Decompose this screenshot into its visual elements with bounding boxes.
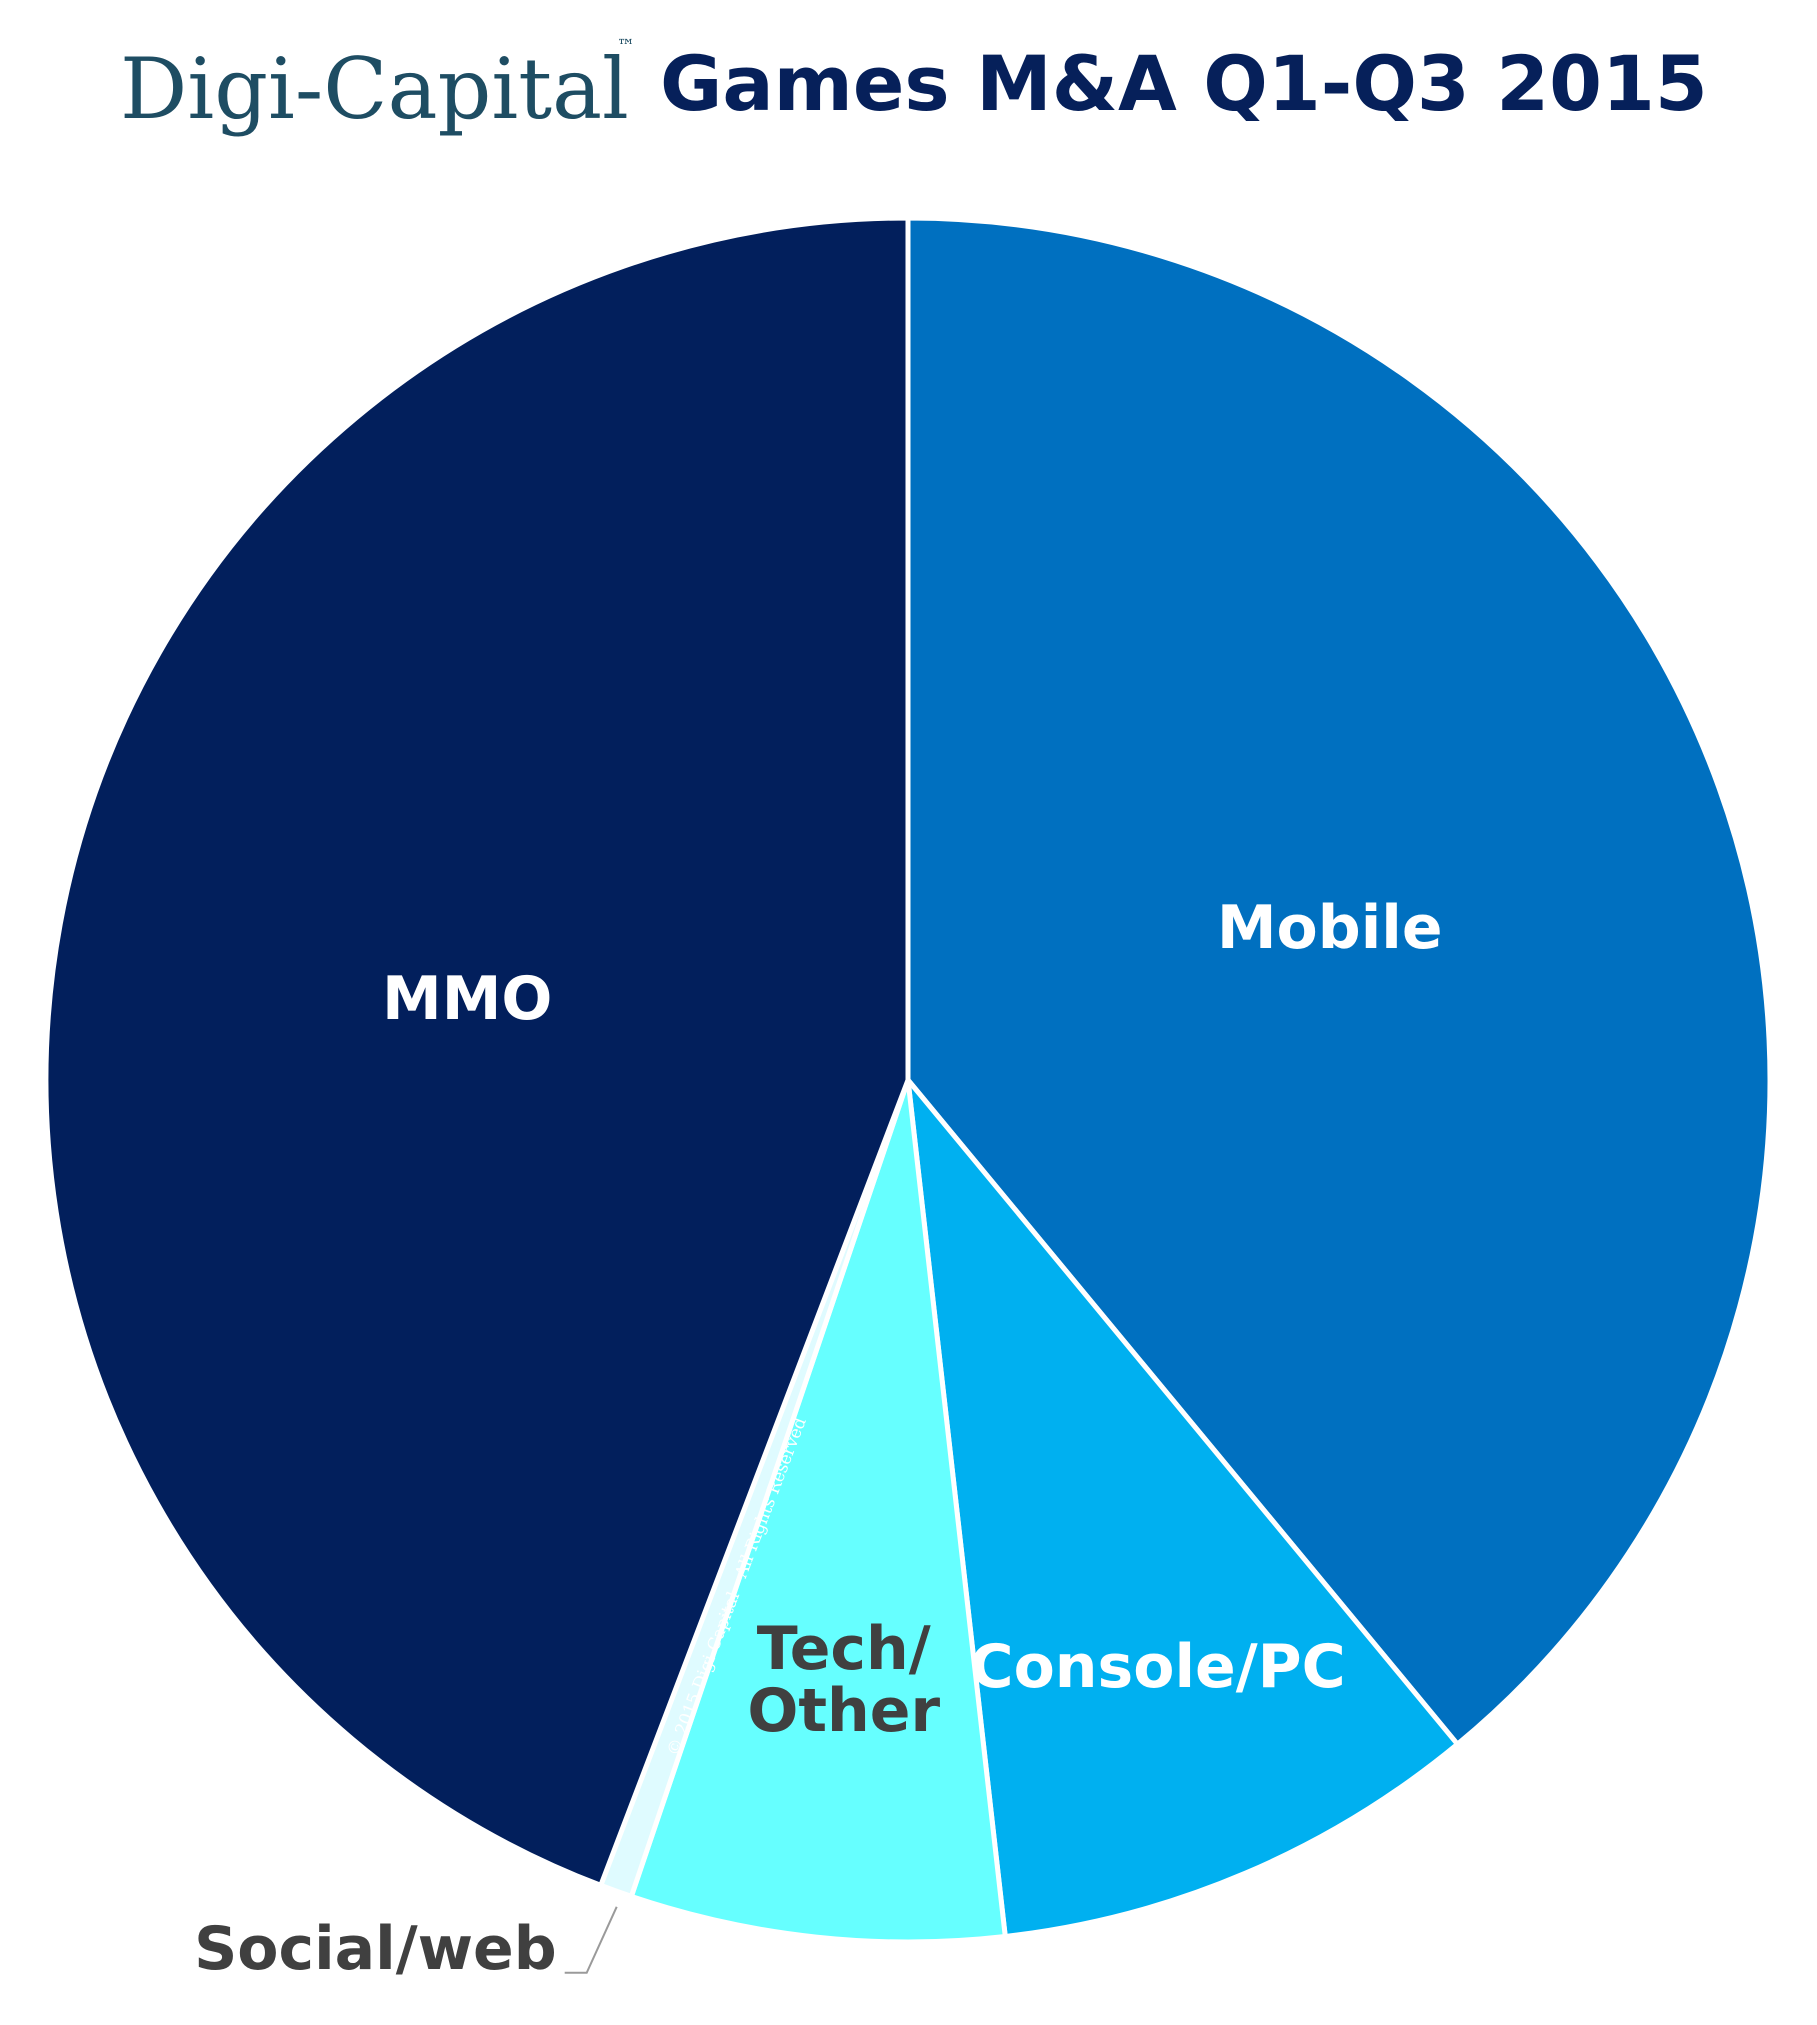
chart-title: Digi-Capital ™ Games M&A Q1-Q3 2015 [120,36,1708,138]
slice-label-social-web: Social/web [194,1914,557,1984]
pie-slice-tech-other [628,1077,1008,1945]
pie-slice-mmo [43,215,911,1888]
pie-slices [43,215,1773,1945]
social-web-leader-line [564,1906,618,1974]
title-brand: Digi-Capital [120,40,629,138]
pie-slice-console-pc [905,1077,1460,1939]
slice-label-tech-other: Tech/Other [747,1614,940,1746]
pie-labels: Mobile Console/PC Tech/Other Social/web MMO [194,893,1442,1984]
title-trademark: ™ [617,36,635,57]
title-main: Games M&A Q1-Q3 2015 [660,39,1708,128]
pie-slice-mobile [905,215,1773,1747]
slice-label-mmo: MMO [382,964,552,1034]
slice-label-console-pc: Console/PC [970,1632,1346,1702]
slice-label-mobile: Mobile [1217,893,1443,963]
